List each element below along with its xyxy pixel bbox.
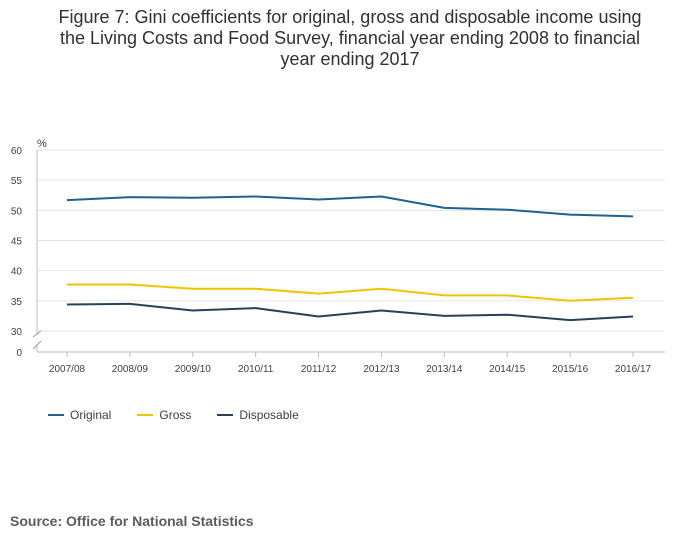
- y-tick-label: 0: [16, 348, 22, 359]
- y-tick-label: 35: [11, 297, 23, 308]
- x-axis-ticks: 2007/08 2008/09 2009/10 2010/11 2011/12 2012/…: [49, 352, 652, 375]
- source-note: Source: Office for National Statistics: [10, 513, 254, 529]
- series-line-gross: [67, 283, 634, 302]
- legend-label: Disposable: [239, 408, 299, 422]
- y-tick-label: 40: [11, 267, 23, 278]
- title-line: year ending 2017: [280, 49, 420, 69]
- series-line-disposable: [66, 302, 634, 322]
- legend-swatch-original: [48, 414, 64, 416]
- x-tick-label: 2008/09: [112, 364, 149, 375]
- title-line: the Living Costs and Food Survey, financ…: [59, 28, 641, 48]
- axes: [32, 150, 665, 353]
- axis-break-mark: [32, 340, 42, 350]
- y-axis-ticks: 60 55 50 45 40 35 30 0: [11, 146, 23, 359]
- y-axis-unit-label: %: [37, 138, 47, 150]
- legend-label: Original: [70, 408, 112, 422]
- legend: Original Gross Disposable: [48, 408, 299, 422]
- series-lines: [66, 195, 634, 322]
- legend-swatch-disposable: [217, 414, 234, 416]
- y-tick-label: 30: [11, 327, 23, 338]
- legend-swatch-gross: [137, 414, 154, 416]
- y-tick-label: 45: [11, 237, 23, 248]
- legend-item-original[interactable]: Original: [48, 408, 111, 422]
- x-tick-label: 2009/10: [175, 364, 212, 375]
- x-tick-label: 2007/08: [49, 364, 86, 375]
- series-line-original: [66, 195, 634, 218]
- x-tick-label: 2014/15: [489, 364, 526, 375]
- legend-item-disposable[interactable]: Disposable: [217, 408, 299, 422]
- x-tick-label: 2016/17: [615, 364, 652, 375]
- legend-label: Gross: [159, 408, 192, 422]
- y-tick-label: 50: [11, 206, 23, 217]
- chart-title: Figure 7: Gini coefficients for original…: [20, 7, 680, 70]
- title-line: Figure 7: Gini coefficients for original…: [58, 7, 642, 27]
- axis-break-mark: [32, 330, 42, 338]
- x-tick-label: 2010/11: [238, 364, 274, 375]
- y-tick-label: 60: [11, 146, 23, 157]
- y-tick-label: 55: [11, 176, 23, 187]
- gridlines: [37, 149, 665, 332]
- x-tick-label: 2012/13: [363, 364, 400, 375]
- x-tick-label: 2015/16: [552, 364, 589, 375]
- legend-item-gross[interactable]: Gross: [137, 408, 191, 422]
- x-tick-label: 2013/14: [426, 364, 463, 375]
- x-tick-label: 2011/12: [301, 364, 337, 375]
